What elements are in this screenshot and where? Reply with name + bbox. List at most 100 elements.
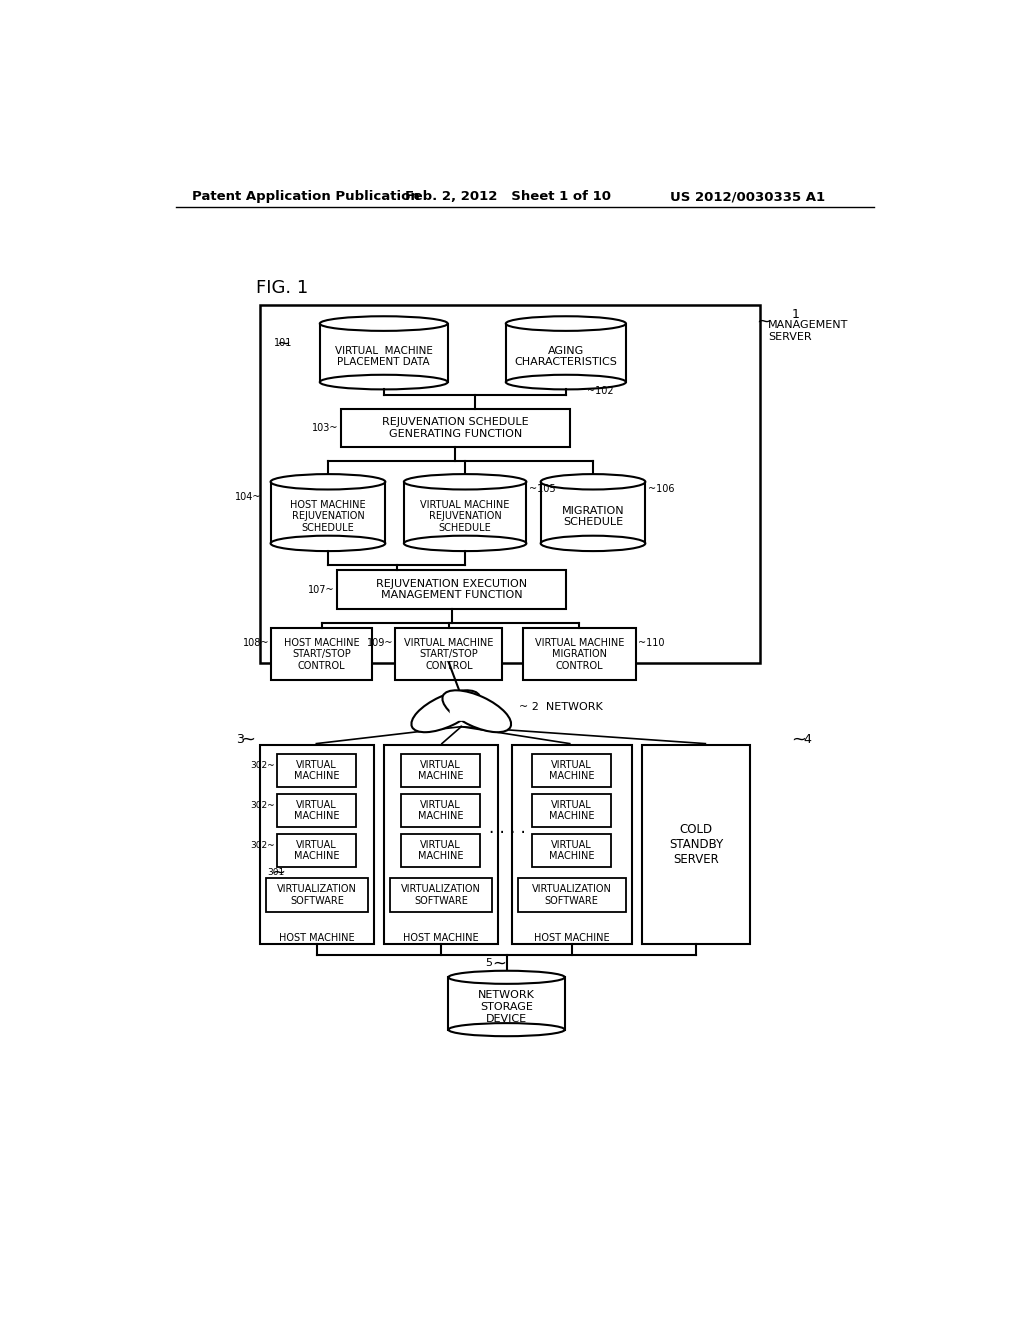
- Text: HOST MACHINE: HOST MACHINE: [403, 933, 479, 942]
- Text: VIRTUAL
MACHINE: VIRTUAL MACHINE: [549, 840, 594, 862]
- Text: ~: ~: [791, 731, 806, 748]
- Text: VIRTUALIZATION
SOFTWARE: VIRTUALIZATION SOFTWARE: [278, 884, 357, 906]
- Text: VIRTUAL  MACHINE
PLACEMENT DATA: VIRTUAL MACHINE PLACEMENT DATA: [335, 346, 433, 367]
- Bar: [531, 755, 611, 787]
- Text: HOST MACHINE: HOST MACHINE: [534, 933, 609, 942]
- Text: VIRTUAL
MACHINE: VIRTUAL MACHINE: [418, 800, 463, 821]
- Text: . . . .: . . . .: [489, 820, 526, 837]
- Text: 1: 1: [792, 308, 800, 321]
- Text: VIRTUAL
MACHINE: VIRTUAL MACHINE: [418, 840, 463, 862]
- Ellipse shape: [412, 690, 480, 733]
- Ellipse shape: [270, 474, 385, 490]
- Text: 107~: 107~: [308, 585, 335, 594]
- Bar: [395, 628, 503, 681]
- Text: VIRTUAL MACHINE
MIGRATION
CONTROL: VIRTUAL MACHINE MIGRATION CONTROL: [535, 638, 624, 671]
- Text: NETWORK
STORAGE
DEVICE: NETWORK STORAGE DEVICE: [478, 990, 535, 1023]
- Ellipse shape: [449, 1023, 564, 1036]
- Bar: [276, 834, 356, 867]
- Text: 302~: 302~: [250, 801, 274, 809]
- Text: VIRTUAL
MACHINE: VIRTUAL MACHINE: [549, 760, 594, 781]
- Ellipse shape: [541, 474, 645, 490]
- Text: 103~: 103~: [312, 422, 339, 433]
- Bar: [506, 317, 626, 381]
- Text: 301: 301: [267, 867, 285, 876]
- Text: 5: 5: [485, 958, 493, 968]
- Ellipse shape: [403, 536, 526, 552]
- Bar: [319, 317, 447, 381]
- Text: HOST MACHINE
START/STOP
CONTROL: HOST MACHINE START/STOP CONTROL: [284, 638, 359, 671]
- Text: ~106: ~106: [647, 484, 674, 495]
- Text: COLD
STANDBY
SERVER: COLD STANDBY SERVER: [669, 822, 723, 866]
- Text: US 2012/0030335 A1: US 2012/0030335 A1: [671, 190, 825, 203]
- Text: VIRTUAL
MACHINE: VIRTUAL MACHINE: [294, 840, 339, 862]
- Bar: [276, 755, 356, 787]
- Bar: [541, 474, 645, 544]
- Bar: [531, 795, 611, 826]
- Bar: [341, 409, 569, 447]
- Text: FIG. 1: FIG. 1: [256, 279, 308, 297]
- Ellipse shape: [270, 536, 385, 552]
- Text: VIRTUAL
MACHINE: VIRTUAL MACHINE: [294, 760, 339, 781]
- Text: ~: ~: [240, 731, 255, 748]
- Text: ~: ~: [756, 313, 771, 330]
- Text: VIRTUALIZATION
SOFTWARE: VIRTUALIZATION SOFTWARE: [531, 884, 611, 906]
- Text: ~: ~: [276, 334, 290, 352]
- Bar: [523, 628, 636, 681]
- Ellipse shape: [506, 317, 626, 331]
- Text: VIRTUALIZATION
SOFTWARE: VIRTUALIZATION SOFTWARE: [401, 884, 481, 906]
- Text: AGING
CHARACTERISTICS: AGING CHARACTERISTICS: [514, 346, 617, 367]
- Text: ~: ~: [492, 954, 506, 972]
- Text: 302~: 302~: [250, 841, 274, 850]
- Bar: [260, 305, 760, 663]
- Bar: [400, 834, 480, 867]
- Text: HOST MACHINE: HOST MACHINE: [280, 933, 355, 942]
- Bar: [518, 878, 626, 912]
- Text: 101: 101: [273, 338, 292, 348]
- Text: 104~: 104~: [234, 492, 261, 502]
- Ellipse shape: [450, 702, 473, 721]
- Ellipse shape: [506, 375, 626, 389]
- Text: VIRTUAL MACHINE
REJUVENATION
SCHEDULE: VIRTUAL MACHINE REJUVENATION SCHEDULE: [421, 500, 510, 533]
- Bar: [400, 755, 480, 787]
- Text: 3: 3: [237, 733, 245, 746]
- Text: ~: ~: [271, 863, 286, 882]
- Text: VIRTUAL
MACHINE: VIRTUAL MACHINE: [294, 800, 339, 821]
- Bar: [531, 834, 611, 867]
- Ellipse shape: [319, 375, 447, 389]
- Bar: [512, 744, 632, 944]
- Text: HOST MACHINE
REJUVENATION
SCHEDULE: HOST MACHINE REJUVENATION SCHEDULE: [290, 500, 366, 533]
- Text: MANAGEMENT
SERVER: MANAGEMENT SERVER: [768, 321, 849, 342]
- Bar: [276, 795, 356, 826]
- Text: ~ 2  NETWORK: ~ 2 NETWORK: [519, 702, 603, 711]
- Ellipse shape: [541, 536, 645, 552]
- Ellipse shape: [442, 690, 511, 733]
- Text: 108~: 108~: [243, 639, 269, 648]
- Bar: [266, 878, 369, 912]
- Text: ~110: ~110: [638, 639, 665, 648]
- Text: ~102: ~102: [587, 385, 613, 396]
- Text: VIRTUAL
MACHINE: VIRTUAL MACHINE: [418, 760, 463, 781]
- Text: 4: 4: [804, 733, 812, 746]
- Ellipse shape: [319, 317, 447, 331]
- Text: Patent Application Publication: Patent Application Publication: [191, 190, 419, 203]
- Text: VIRTUAL MACHINE
START/STOP
CONTROL: VIRTUAL MACHINE START/STOP CONTROL: [404, 638, 494, 671]
- Bar: [403, 474, 526, 544]
- Bar: [400, 795, 480, 826]
- Text: Feb. 2, 2012   Sheet 1 of 10: Feb. 2, 2012 Sheet 1 of 10: [406, 190, 611, 203]
- Text: 302~: 302~: [250, 760, 274, 770]
- Bar: [384, 744, 499, 944]
- Text: ~105: ~105: [528, 484, 555, 495]
- Bar: [271, 628, 372, 681]
- Text: MIGRATION
SCHEDULE: MIGRATION SCHEDULE: [562, 506, 625, 527]
- Bar: [260, 744, 375, 944]
- Text: REJUVENATION SCHEDULE
GENERATING FUNCTION: REJUVENATION SCHEDULE GENERATING FUNCTIO…: [382, 417, 528, 438]
- Ellipse shape: [403, 474, 526, 490]
- Bar: [642, 744, 751, 944]
- Bar: [270, 474, 385, 544]
- Bar: [337, 570, 566, 609]
- Text: REJUVENATION EXECUTION
MANAGEMENT FUNCTION: REJUVENATION EXECUTION MANAGEMENT FUNCTI…: [376, 578, 527, 601]
- Text: 109~: 109~: [367, 639, 393, 648]
- Bar: [390, 878, 493, 912]
- Bar: [449, 970, 564, 1030]
- Ellipse shape: [449, 970, 564, 983]
